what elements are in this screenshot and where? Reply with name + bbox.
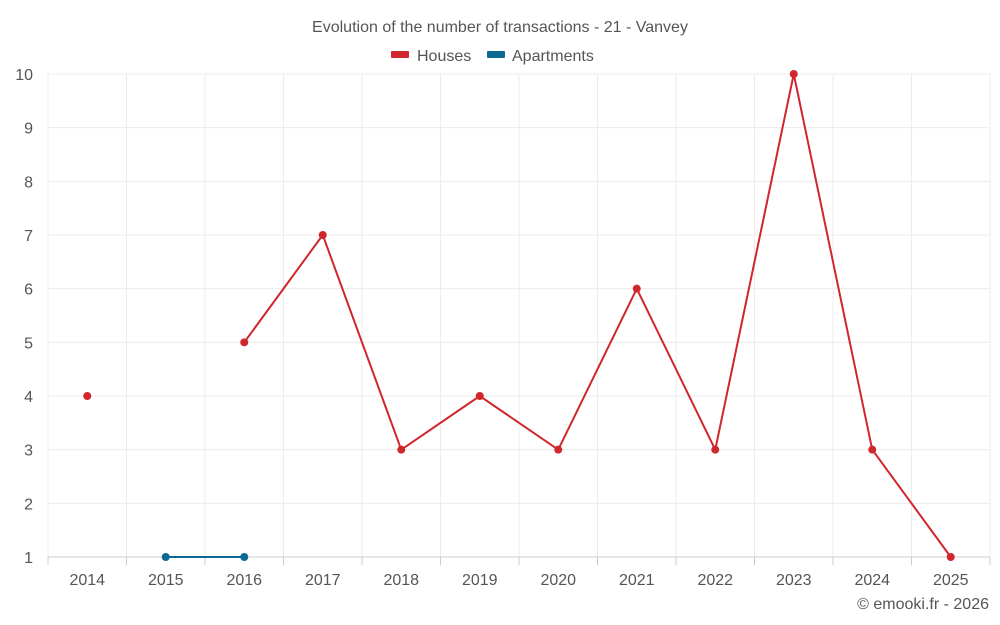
credit-text: © emooki.fr - 2026 [857,596,989,613]
x-tick-label: 2019 [462,572,498,589]
data-point-houses-2020[interactable] [554,445,563,454]
x-tick-label: 2021 [619,572,655,589]
data-point-apartments-2016[interactable] [240,553,249,561]
data-point-houses-2016[interactable] [240,338,249,347]
data-points [83,70,955,561]
series-lines [165,73,952,558]
y-tick-label: 2 [24,496,33,513]
data-point-houses-2025[interactable] [946,553,955,561]
legend: Houses Apartments [391,48,594,65]
y-tick-label: 5 [24,335,33,352]
x-tick-label: 2020 [540,572,576,589]
x-tick-label: 2024 [854,572,890,589]
gridlines [47,73,991,557]
y-tick-label: 7 [24,228,33,245]
x-tick-label: 2015 [148,572,184,589]
x-tick-label: 2023 [776,572,812,589]
x-tick-label: 2025 [933,572,969,589]
legend-item-houses[interactable]: Houses [391,48,471,65]
chart-title: Evolution of the number of transactions … [312,19,688,36]
y-tick-label: 3 [24,443,33,460]
data-point-houses-2022[interactable] [711,445,720,454]
data-point-houses-2024[interactable] [868,445,877,454]
legend-item-apartments[interactable]: Apartments [487,48,594,65]
y-tick-label: 8 [24,174,33,191]
x-tick-label: 2017 [305,572,341,589]
data-point-houses-2017[interactable] [318,231,327,239]
data-point-houses-2023[interactable] [789,70,798,78]
legend-swatch-houses [391,51,409,58]
x-tick-label: 2016 [226,572,262,589]
legend-label-apartments: Apartments [512,48,594,65]
y-tick-label: 4 [24,389,33,406]
x-tick-label: 2022 [697,572,733,589]
y-tick-label: 1 [24,550,33,567]
x-tick-label: 2014 [69,572,105,589]
y-tick-label: 9 [24,121,33,138]
y-tick-label: 10 [15,67,33,84]
y-tick-label: 6 [24,282,33,299]
data-point-houses-2018[interactable] [397,445,406,454]
data-point-houses-2019[interactable] [475,392,484,400]
legend-label-houses: Houses [417,48,471,65]
data-point-apartments-2015[interactable] [161,553,170,561]
data-point-houses-2021[interactable] [632,284,641,293]
x-tick-label: 2018 [383,572,419,589]
legend-swatch-apartments [487,51,505,58]
axes: 1 2 3 4 5 6 7 8 9 10 2014 2015 2016 2017 2018 2019 2020 2… [15,67,991,589]
data-point-houses-2014[interactable] [83,392,92,400]
series-line-houses [243,73,952,558]
